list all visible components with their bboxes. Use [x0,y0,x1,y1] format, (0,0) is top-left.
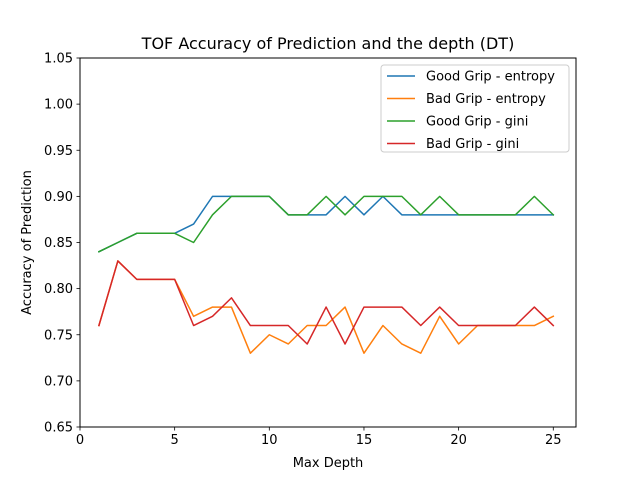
y-tick-label: 0.65 [44,421,73,436]
x-tick-label: 20 [450,433,467,448]
y-axis: 0.65 0.70 0.75 0.80 0.85 0.90 0.95 1.00 1.05 [44,52,80,436]
x-axis: 0 5 10 15 20 25 [76,427,562,448]
y-tick-label: 0.75 [44,328,73,343]
x-tick-label: 15 [356,433,373,448]
chart-title: TOF Accuracy of Prediction and the depth… [141,34,515,53]
y-tick-label: 1.00 [44,98,73,113]
x-tick-label: 5 [171,433,179,448]
y-tick-label: 0.85 [44,236,73,251]
legend-box [380,64,570,153]
legend-label: Good Grip - entropy [426,70,555,85]
y-tick-label: 0.70 [44,374,73,389]
x-tick-label: 25 [545,433,562,448]
y-tick-label: 0.80 [44,282,73,297]
y-tick-label: 1.05 [44,52,73,67]
legend-label: Bad Grip - gini [426,137,519,152]
x-tick-label: 0 [76,433,84,448]
series-line-3 [97,260,555,345]
y-tick-label: 0.95 [44,144,73,159]
plot-area [97,195,555,354]
y-tick-label: 0.90 [44,190,73,205]
y-axis-label: Accuracy of Prediction [20,170,35,315]
series-line-2 [97,195,555,253]
legend: Good Grip - entropy Bad Grip - entropy Goo… [380,64,570,153]
x-axis-label: Max Depth [293,456,364,471]
legend-label: Good Grip - gini [426,115,528,130]
legend-label: Bad Grip - entropy [426,92,546,107]
x-tick-label: 10 [261,433,278,448]
